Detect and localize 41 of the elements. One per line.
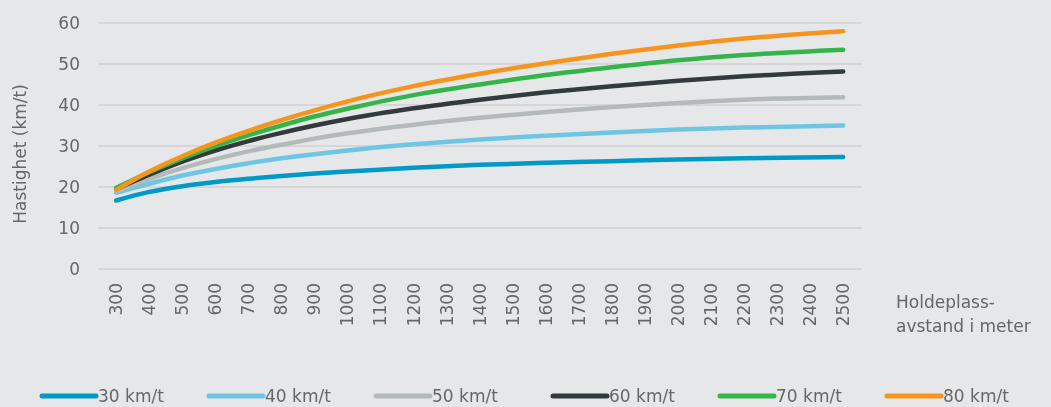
y-tick-label: 60 [58,12,80,33]
x-tick-label: 1000 [337,283,358,327]
y-axis-title: Hastighet (km/t) [10,84,30,224]
x-tick-label: 1100 [370,283,391,327]
x-tick-label: 1800 [601,283,622,327]
legend-label: 40 km/t [265,385,332,406]
x-tick-label: 2200 [733,283,754,327]
x-tick-label: 1300 [436,283,457,327]
x-tick-label: 1200 [403,283,424,327]
line-series [113,123,846,195]
y-tick-label: 40 [58,94,80,115]
line-series [113,94,846,194]
x-tick-label: 1500 [502,283,523,327]
y-tick-label: 10 [58,217,80,238]
x-tick-label: 700 [238,283,259,316]
legend-label: 30 km/t [98,385,165,406]
x-tick-label: 1700 [568,283,589,327]
x-tick-label: 500 [172,283,193,316]
x-axis-title: Holdeplass-avstand i meter [896,292,1031,336]
x-tick-label: 800 [271,283,292,316]
line-series [113,154,846,203]
x-tick-label: 2300 [767,283,788,327]
x-tick-label: 2400 [800,283,821,327]
x-tick-label: 1600 [535,283,556,327]
legend-label: 50 km/t [432,385,499,406]
legend-label: 60 km/t [609,385,676,406]
y-tick-label: 20 [58,176,80,197]
y-tick-label: 30 [58,135,80,156]
x-tick-label: 2500 [833,283,854,327]
legend-label: 80 km/t [943,385,1010,406]
y-tick-label: 0 [69,258,80,279]
y-tick-label: 50 [58,53,80,74]
x-tick-label: 900 [304,283,325,316]
legend-label: 70 km/t [776,385,843,406]
x-tick-label: 400 [139,283,160,316]
x-tick-label: 1900 [634,283,655,327]
x-tick-label: 1400 [469,283,490,327]
x-tick-label: 300 [106,283,127,316]
x-tick-label: 600 [205,283,226,316]
x-tick-label: 2000 [667,283,688,327]
x-tick-label: 2100 [700,283,721,327]
